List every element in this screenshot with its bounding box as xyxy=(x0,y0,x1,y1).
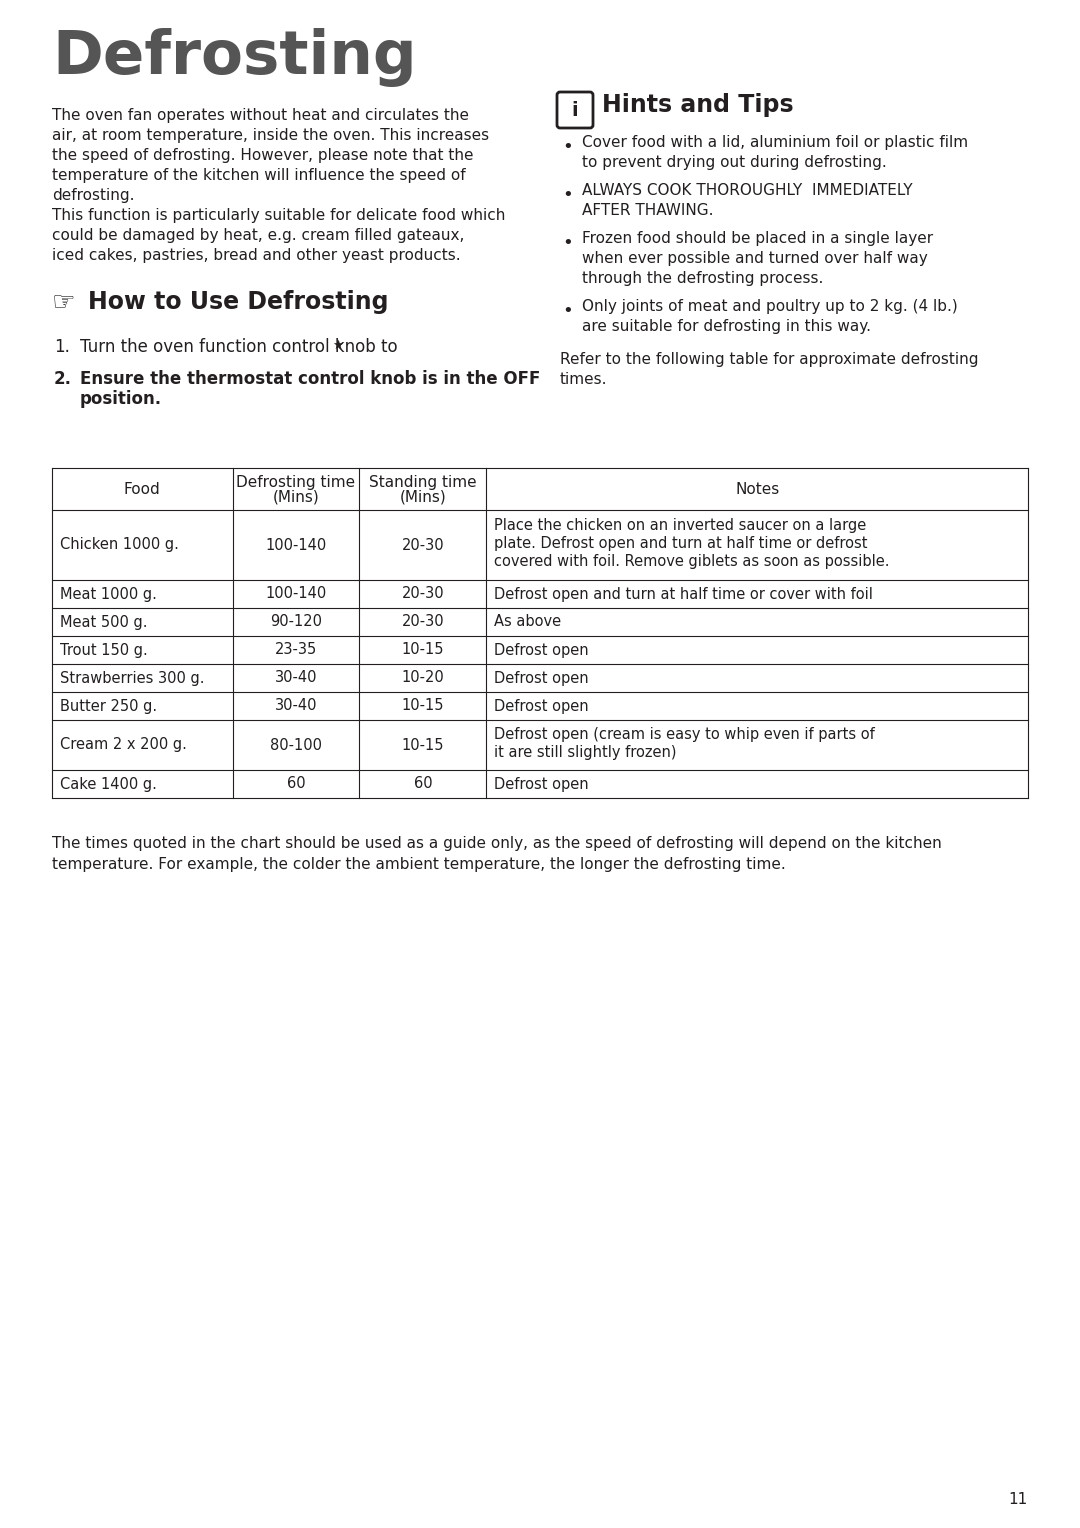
Text: Cover food with a lid, aluminium foil or plastic film: Cover food with a lid, aluminium foil or… xyxy=(582,134,968,150)
Text: ☞: ☞ xyxy=(52,290,76,316)
Text: Defrost open: Defrost open xyxy=(495,776,589,792)
Text: 60: 60 xyxy=(286,776,306,792)
Text: 60: 60 xyxy=(414,776,432,792)
Text: The times quoted in the chart should be used as a guide only, as the speed of de: The times quoted in the chart should be … xyxy=(52,836,942,851)
Text: are suitable for defrosting in this way.: are suitable for defrosting in this way. xyxy=(582,319,870,335)
Text: to prevent drying out during defrosting.: to prevent drying out during defrosting. xyxy=(582,154,887,170)
Text: 1.: 1. xyxy=(54,338,70,356)
Text: AFTER THAWING.: AFTER THAWING. xyxy=(582,203,714,219)
Text: the speed of defrosting. However, please note that the: the speed of defrosting. However, please… xyxy=(52,148,473,163)
Text: Place the chicken on an inverted saucer on a large: Place the chicken on an inverted saucer … xyxy=(495,518,866,533)
Text: Butter 250 g.: Butter 250 g. xyxy=(60,698,157,714)
Text: Cream 2 x 200 g.: Cream 2 x 200 g. xyxy=(60,738,187,752)
Text: Food: Food xyxy=(124,481,161,497)
Text: could be damaged by heat, e.g. cream filled gateaux,: could be damaged by heat, e.g. cream fil… xyxy=(52,228,464,243)
Text: i: i xyxy=(571,101,578,119)
Text: position.: position. xyxy=(80,390,162,408)
Text: 20-30: 20-30 xyxy=(402,614,444,630)
Text: Defrost open: Defrost open xyxy=(495,642,589,657)
Text: through the defrosting process.: through the defrosting process. xyxy=(582,270,823,286)
Text: defrosting.: defrosting. xyxy=(52,188,135,203)
Text: 80-100: 80-100 xyxy=(270,738,322,752)
Text: 10-15: 10-15 xyxy=(402,698,444,714)
Text: it are still slightly frozen): it are still slightly frozen) xyxy=(495,746,677,759)
Text: Ensure the thermostat control knob is in the OFF: Ensure the thermostat control knob is in… xyxy=(80,370,540,388)
Text: Meat 1000 g.: Meat 1000 g. xyxy=(60,587,157,602)
Text: air, at room temperature, inside the oven. This increases: air, at room temperature, inside the ove… xyxy=(52,128,489,144)
Text: (Mins): (Mins) xyxy=(400,489,446,504)
Text: Standing time: Standing time xyxy=(369,475,476,489)
Text: 100-140: 100-140 xyxy=(266,587,326,602)
Text: This function is particularly suitable for delicate food which: This function is particularly suitable f… xyxy=(52,208,505,223)
Text: •: • xyxy=(562,303,572,319)
Text: when ever possible and turned over half way: when ever possible and turned over half … xyxy=(582,251,928,266)
Text: Frozen food should be placed in a single layer: Frozen food should be placed in a single… xyxy=(582,231,933,246)
Text: plate. Defrost open and turn at half time or defrost: plate. Defrost open and turn at half tim… xyxy=(495,536,868,552)
Text: The oven fan operates without heat and circulates the: The oven fan operates without heat and c… xyxy=(52,108,469,122)
Text: 10-20: 10-20 xyxy=(402,671,444,686)
Text: Only joints of meat and poultry up to 2 kg. (4 lb.): Only joints of meat and poultry up to 2 … xyxy=(582,299,958,313)
Text: 90-120: 90-120 xyxy=(270,614,322,630)
Text: •: • xyxy=(562,186,572,205)
Text: Defrost open (cream is easy to whip even if parts of: Defrost open (cream is easy to whip even… xyxy=(495,727,875,743)
Text: 23-35: 23-35 xyxy=(275,642,318,657)
Text: 20-30: 20-30 xyxy=(402,587,444,602)
Text: (Mins): (Mins) xyxy=(272,489,320,504)
Text: 10-15: 10-15 xyxy=(402,642,444,657)
Text: 11: 11 xyxy=(1009,1491,1028,1507)
Text: Meat 500 g.: Meat 500 g. xyxy=(60,614,148,630)
Text: ALWAYS COOK THOROUGHLY  IMMEDIATELY: ALWAYS COOK THOROUGHLY IMMEDIATELY xyxy=(582,183,913,199)
Text: Cake 1400 g.: Cake 1400 g. xyxy=(60,776,157,792)
Text: •: • xyxy=(562,138,572,156)
Text: Chicken 1000 g.: Chicken 1000 g. xyxy=(60,538,179,553)
Text: Defrosting: Defrosting xyxy=(52,28,417,87)
Text: temperature of the kitchen will influence the speed of: temperature of the kitchen will influenc… xyxy=(52,168,465,183)
Text: Notes: Notes xyxy=(735,481,780,497)
Text: ★: ★ xyxy=(332,339,343,351)
Text: Defrost open and turn at half time or cover with foil: Defrost open and turn at half time or co… xyxy=(495,587,874,602)
Text: •: • xyxy=(562,234,572,252)
Text: covered with foil. Remove giblets as soon as possible.: covered with foil. Remove giblets as soo… xyxy=(495,555,890,568)
Text: Strawberries 300 g.: Strawberries 300 g. xyxy=(60,671,204,686)
Text: temperature. For example, the colder the ambient temperature, the longer the def: temperature. For example, the colder the… xyxy=(52,857,786,872)
Text: 30-40: 30-40 xyxy=(274,698,318,714)
Text: times.: times. xyxy=(561,371,607,387)
Text: 100-140: 100-140 xyxy=(266,538,326,553)
Text: How to Use Defrosting: How to Use Defrosting xyxy=(87,290,389,313)
Text: Defrost open: Defrost open xyxy=(495,698,589,714)
Text: 2.: 2. xyxy=(54,370,72,388)
Text: As above: As above xyxy=(495,614,562,630)
Text: Trout 150 g.: Trout 150 g. xyxy=(60,642,148,657)
FancyBboxPatch shape xyxy=(557,92,593,128)
Text: 20-30: 20-30 xyxy=(402,538,444,553)
Text: Refer to the following table for approximate defrosting: Refer to the following table for approxi… xyxy=(561,351,978,367)
Text: Defrosting time: Defrosting time xyxy=(237,475,355,489)
Text: Turn the oven function control knob to: Turn the oven function control knob to xyxy=(80,338,397,356)
Text: Defrost open: Defrost open xyxy=(495,671,589,686)
Text: 10-15: 10-15 xyxy=(402,738,444,752)
Text: 30-40: 30-40 xyxy=(274,671,318,686)
Text: Hints and Tips: Hints and Tips xyxy=(602,93,794,118)
Text: iced cakes, pastries, bread and other yeast products.: iced cakes, pastries, bread and other ye… xyxy=(52,248,461,263)
